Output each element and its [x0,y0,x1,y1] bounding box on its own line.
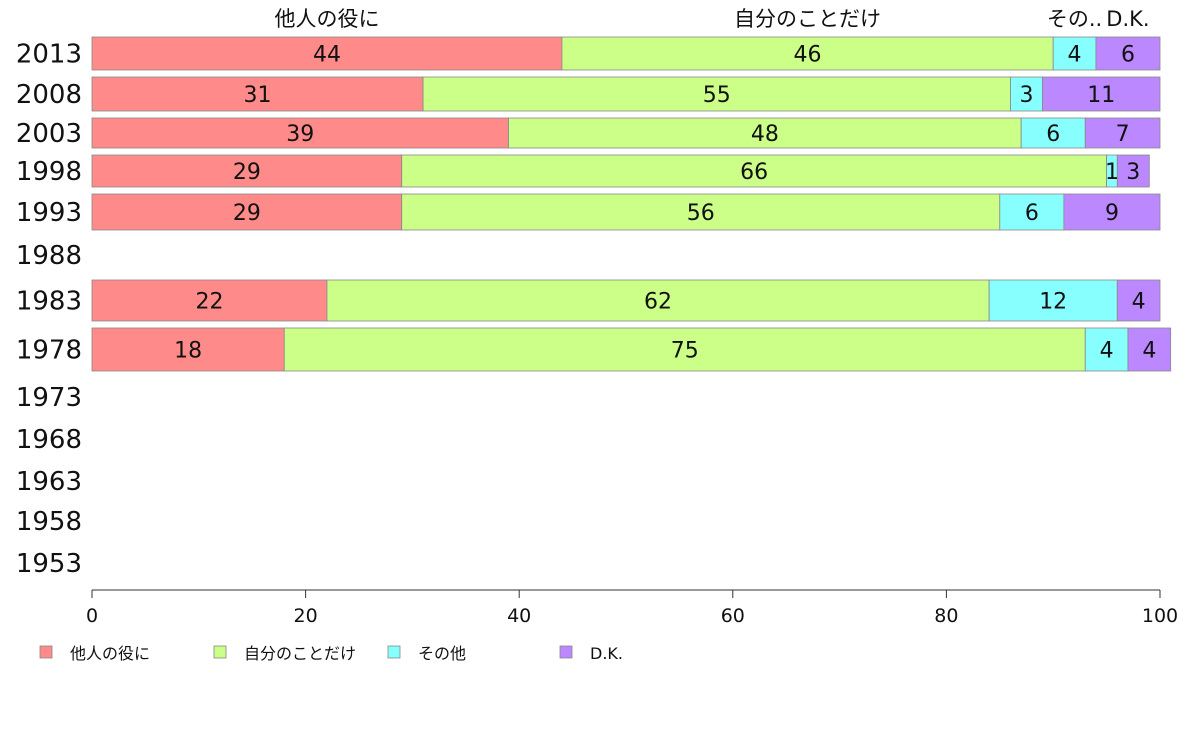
bar-value-label-1978-series-3: 4 [1142,339,1156,364]
x-tick-label-60: 60 [721,605,745,627]
x-axis: 0 20 40 60 80 100 [86,589,1178,627]
bar-value-label-2003-series-0: 39 [286,122,314,147]
year-label-2013: 2013 [16,40,82,70]
bar-value-label-2008-series-2: 3 [1020,83,1034,108]
legend-swatch-0 [39,645,53,659]
bar-value-label-1983-series-2: 12 [1039,290,1067,315]
bar-value-label-2008-series-3: 11 [1087,83,1115,108]
year-label-1978: 1978 [16,336,82,366]
x-tick-label-20: 20 [294,605,318,627]
bar-value-label-1993-series-3: 9 [1105,201,1119,226]
bar-value-label-2013-series-2: 4 [1068,43,1082,68]
top-series-labels: 他人の役に 自分のことだけ その.. D.K. [274,7,1149,31]
bar-value-label-1978-series-2: 4 [1100,339,1114,364]
bar-1978-series-1 [283,327,1086,372]
legend-label-0: 他人の役に [70,644,150,663]
legend-swatch-2 [387,645,401,659]
bar-2013-series-3 [1095,36,1161,71]
legend: 他人の役に 自分のことだけ その他 D.K. [39,644,623,663]
bar-value-label-2008-series-0: 31 [244,83,272,108]
bar-2013-series-1 [561,36,1054,71]
bar-2013-series-2 [1052,36,1097,71]
bar-value-label-2003-series-2: 6 [1046,122,1060,147]
bar-value-label-1998-series-2: 1 [1105,160,1119,185]
top-series-label-0: 他人の役に [274,7,379,31]
year-label-1983: 1983 [16,287,82,317]
year-label-1998: 1998 [16,157,82,187]
bar-value-label-1998-series-3: 3 [1126,160,1140,185]
top-series-label-2: その.. [1047,7,1102,31]
top-series-label-3: D.K. [1106,7,1149,31]
x-tick-label-80: 80 [934,605,958,627]
bar-1993-series-2 [999,193,1065,231]
x-tick-label-40: 40 [507,605,531,627]
bar-1983-series-2 [988,279,1118,322]
bar-1998-series-0 [91,154,403,188]
bar-2013-series-0 [91,36,563,71]
bar-value-label-2003-series-1: 48 [751,122,779,147]
legend-swatch-3 [559,645,573,659]
bar-2003-series-3 [1084,117,1161,149]
x-tick-label-0: 0 [86,605,98,627]
bar-value-label-1993-series-2: 6 [1025,201,1039,226]
year-label-1988: 1988 [16,241,82,271]
bar-value-label-1978-series-1: 75 [671,339,699,364]
legend-label-2: その他 [418,644,466,663]
legend-swatch-1 [213,645,227,659]
bar-value-label-1998-series-0: 29 [233,160,261,185]
top-series-label-1: 自分のことだけ [734,7,881,31]
bar-2008-series-0 [91,76,424,112]
bar-value-label-2013-series-0: 44 [313,43,341,68]
year-label-1973: 1973 [16,383,82,413]
bar-value-label-2003-series-3: 7 [1116,122,1130,147]
year-label-1993: 1993 [16,198,82,228]
year-label-2008: 2008 [16,80,82,110]
bar-2003-series-0 [91,117,509,149]
x-tick-label-100: 100 [1142,605,1178,627]
bar-1978-series-3 [1127,327,1172,372]
bar-2008-series-3 [1042,76,1161,112]
bar-value-label-1983-series-0: 22 [195,290,223,315]
bar-1998-series-1 [401,154,1108,188]
bar-1978-series-0 [91,327,285,372]
bar-2008-series-1 [422,76,1011,112]
year-labels: 2013 2008 2003 1998 1993 1988 1983 1978 1973 1968… [16,40,82,580]
bar-value-label-1978-series-0: 18 [174,339,202,364]
bar-1993-series-3 [1063,193,1161,231]
bar-value-label-1983-series-3: 4 [1132,290,1146,315]
bar-2003-series-1 [508,117,1022,149]
bar-value-label-1998-series-1: 66 [740,160,768,185]
year-label-1968: 1968 [16,425,82,455]
bar-value-label-1993-series-1: 56 [687,201,715,226]
year-label-1963: 1963 [16,467,82,497]
bar-value-label-2013-series-1: 46 [794,43,822,68]
legend-label-3: D.K. [590,644,623,663]
bar-2008-series-2 [1010,76,1043,112]
bar-value-label-1993-series-0: 29 [233,201,261,226]
year-label-1958: 1958 [16,507,82,537]
bar-value-label-2008-series-1: 55 [703,83,731,108]
bar-1983-series-3 [1116,279,1161,322]
bar-1998-series-3 [1116,154,1150,188]
legend-label-1: 自分のことだけ [244,644,356,663]
year-label-2003: 2003 [16,119,82,149]
year-label-1953: 1953 [16,549,82,579]
bar-value-label-1983-series-1: 62 [644,290,672,315]
bar-value-label-2013-series-3: 6 [1121,43,1135,68]
